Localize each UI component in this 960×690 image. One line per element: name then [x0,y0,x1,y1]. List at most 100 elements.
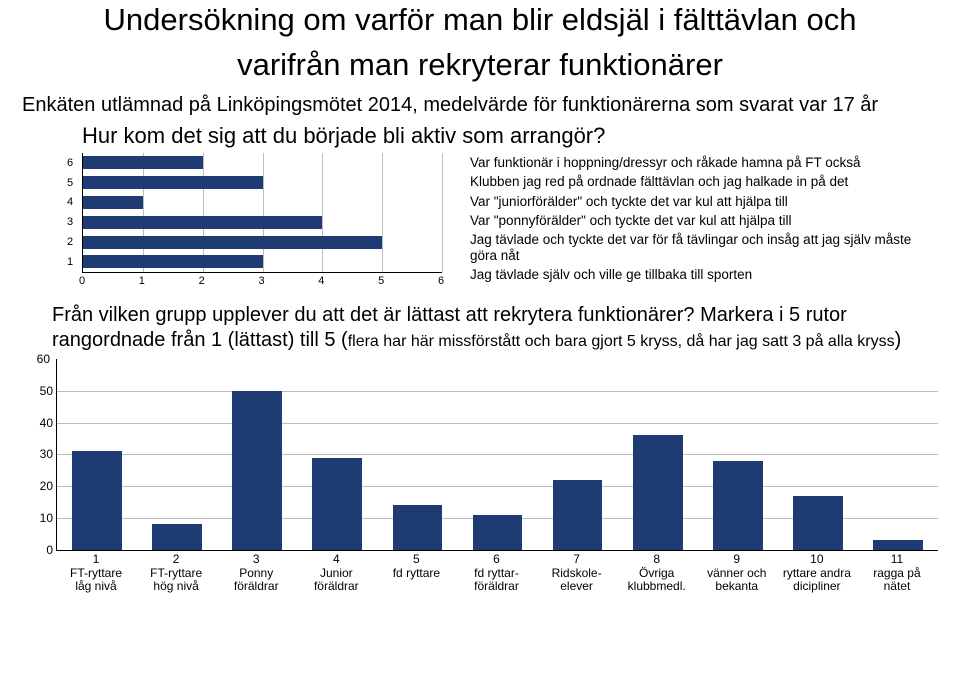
chart1-legend-item: Jag tävlade och tyckte det var för få tä… [470,232,938,263]
chart2-xlabel: 10ryttare andradicipliner [783,553,851,594]
chart1-ylabel: 3 [67,216,73,228]
chart2-bar [473,515,523,550]
chart2-bar [393,505,443,550]
chart2-xlabel-line1: Ponny [234,567,279,581]
chart1-xlabel: 0 [79,275,85,287]
chart2-xlabel: 4Juniorföräldrar [314,553,359,594]
chart2-bar [312,458,362,550]
chart2-ylabel-overlap: 60 [26,352,50,366]
chart1-gridline [382,153,383,272]
chart1-ylabel: 2 [67,236,73,248]
chart1-legend-item: Var funktionär i hoppning/dressyr och rå… [470,155,938,171]
chart1-gridline [263,153,264,272]
chart1-legend-item: Var "juniorförälder" och tyckte det var … [470,194,938,210]
chart1-gridline [442,153,443,272]
chart1-xlabels: 0 1 2 3 4 5 6 [82,275,442,289]
chart1-xlabel: 5 [378,275,384,287]
chart2-xlabel-line1: ragga på [873,567,920,581]
chart2-xlabel-line1: FT-ryttare [150,567,202,581]
q2-line-b-post: ) [895,329,902,351]
chart2-xlabel-line1: FT-ryttare [70,567,122,581]
chart2-xlabel-line2: klubbmedl. [628,580,686,594]
chart2-xlabel-num: 8 [628,553,686,567]
chart1-ylabel: 5 [67,177,73,189]
chart1-xlabel: 2 [199,275,205,287]
chart2-xlabel-num: 3 [234,553,279,567]
chart1-ylabel: 1 [67,256,73,268]
title-line2: varifrån man rekryterar funktionärer [237,47,723,82]
chart2-gridline [57,454,938,455]
chart1-gridline [322,153,323,272]
chart2-bar [873,540,923,550]
chart2-bar [793,496,843,550]
chart2-gridline [57,486,938,487]
chart2-xlabel: 7Ridskole-elever [552,553,602,594]
chart1-axes: 654321 [82,153,442,273]
chart2-xlabel-line1: Övriga [628,567,686,581]
chart2-xlabel-line2: bekanta [707,580,766,594]
chart2-bar [232,391,282,550]
chart2-xlabel-line2: elever [552,580,602,594]
chart2-xlabel-line1: vänner och [707,567,766,581]
chart2-xlabel-line2: låg nivå [70,580,122,594]
chart2-ylabel: 0 [29,543,53,557]
chart2-xlabel: 6fd ryttar-föräldrar [474,553,519,594]
chart2-bar [72,451,122,550]
chart1-legend-item: Var "ponnyförälder" och tyckte det var k… [470,213,938,229]
chart2-ylabel: 40 [29,416,53,430]
chart1-legend: Var funktionär i hoppning/dressyr och rå… [470,153,938,289]
chart2-xlabel-line1: fd ryttar- [474,567,519,581]
chart2-xlabel: 8Övrigaklubbmedl. [628,553,686,594]
chart1-bar [83,236,382,249]
chart1-bar [83,216,322,229]
chart1-xlabel: 4 [318,275,324,287]
chart2-gridline [57,423,938,424]
chart1-gridline [143,153,144,272]
chart1-gridline [203,153,204,272]
chart2-xlabel-line1: fd ryttare [393,567,440,581]
subtitle: Enkäten utlämnad på Linköpingsmötet 2014… [22,94,938,117]
chart2-xlabel: 2FT-ryttarehög nivå [150,553,202,594]
chart2: 60 01020304050 1FT-ryttarelåg nivå2FT-ry… [22,359,938,607]
q2-line-b-small: flera har här missförstått och bara gjor… [348,333,895,350]
chart1: 654321 0 1 2 3 4 5 6 Var funktionär i hoppning… [82,153,938,289]
chart2-xlabel-line2: dicipliner [783,580,851,594]
chart2-ylabel: 50 [29,384,53,398]
chart2-gridline [57,391,938,392]
question-2: Från vilken grupp upplever du att det är… [52,303,938,353]
page-title: Undersökning om varför man blir eldsjäl … [22,0,938,88]
chart2-xlabel: 3Ponnyföräldrar [234,553,279,594]
chart1-plot: 654321 0 1 2 3 4 5 6 [82,153,442,289]
chart1-bar [83,176,263,189]
chart2-xlabel-line2: föräldrar [474,580,519,594]
title-line1: Undersökning om varför man blir eldsjäl … [104,2,857,37]
q2-line-a: Från vilken grupp upplever du att det är… [52,304,847,326]
chart1-bar [83,196,143,209]
chart1-bar [83,255,263,268]
chart2-xlabel: 1FT-ryttarelåg nivå [70,553,122,594]
chart1-xlabel: 1 [139,275,145,287]
chart1-ylabel: 4 [67,196,73,208]
chart2-xlabel-line2: hög nivå [150,580,202,594]
chart2-xlabel-num: 4 [314,553,359,567]
chart1-xlabel: 6 [438,275,444,287]
chart2-xlabel-line2: föräldrar [314,580,359,594]
chart2-xlabel-num: 2 [150,553,202,567]
chart2-xlabel-num: 7 [552,553,602,567]
chart1-xlabel: 3 [258,275,264,287]
chart2-xlabel-num: 9 [707,553,766,567]
chart2-xlabel-line1: ryttare andra [783,567,851,581]
chart2-ylabel: 20 [29,479,53,493]
chart2-ylabel: 10 [29,511,53,525]
chart2-xlabel-line1: Ridskole- [552,567,602,581]
chart2-bar [553,480,603,550]
chart2-bar [152,524,202,549]
chart1-bar [83,156,203,169]
chart1-ylabel: 6 [67,157,73,169]
chart2-xlabel-num: 5 [393,553,440,567]
chart2-xlabel-line1: Junior [314,567,359,581]
chart2-xlabel-num: 10 [783,553,851,567]
chart2-xlabel-num: 11 [873,553,920,567]
question-1: Hur kom det sig att du började bli aktiv… [82,123,938,149]
chart2-ylabel: 30 [29,447,53,461]
